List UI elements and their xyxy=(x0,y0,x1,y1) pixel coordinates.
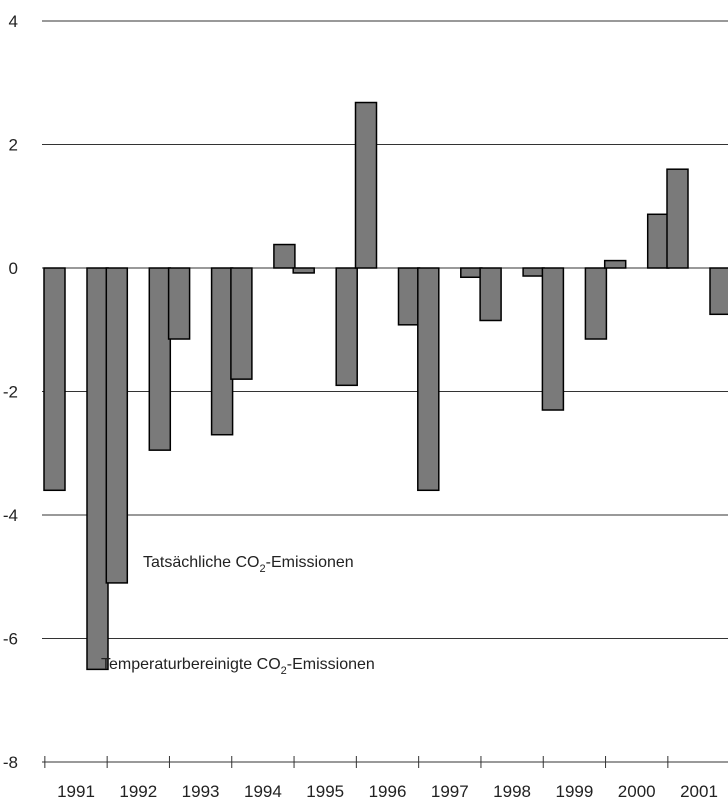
x-tick-label: 1997 xyxy=(431,782,469,801)
bar-temp-adjusted-1993 xyxy=(210,267,234,436)
bars xyxy=(43,101,728,671)
y-tick-label: -8 xyxy=(3,753,18,772)
bar-temp-adjusted-1994 xyxy=(273,243,296,269)
bar-temp-adjusted-2000 xyxy=(646,213,670,269)
y-tick-label: -4 xyxy=(3,506,18,525)
bar-temp-adjusted-1997 xyxy=(460,267,483,279)
annotations: Tatsächliche CO2-Emissionen Temperaturbe… xyxy=(101,554,375,677)
bar-actual-1998 xyxy=(479,267,502,322)
annotation-actual-emissions: Tatsächliche CO2-Emissionen xyxy=(143,554,354,575)
y-tick-label: 4 xyxy=(9,12,18,31)
bar-actual-1992 xyxy=(105,267,129,584)
x-tick-label: 1999 xyxy=(555,782,593,801)
y-tick-label: -6 xyxy=(3,630,18,649)
bar-actual-1996 xyxy=(354,101,378,269)
x-tick-label: 1998 xyxy=(493,782,531,801)
x-tick-label: 1994 xyxy=(244,782,282,801)
x-tick-label: 1993 xyxy=(182,782,220,801)
bar-actual-1997 xyxy=(417,267,440,492)
x-tick-label: 1992 xyxy=(119,782,157,801)
bar-actual-1999 xyxy=(541,267,565,411)
y-tick-labels: 4 2 0 -2 -4 -6 -8 xyxy=(3,12,18,772)
y-tick-label: 0 xyxy=(9,259,18,278)
x-tick-label: 2001 xyxy=(680,782,718,801)
y-tick-label: 2 xyxy=(9,136,18,155)
bar-temp-adjusted-2001 xyxy=(709,267,728,316)
bar-temp-adjusted-1998 xyxy=(522,267,545,277)
x-tick-labels: 1991 1992 1993 1994 1995 1996 1997 1998 1999 2000… xyxy=(57,782,718,801)
bar-temp-adjusted-1999 xyxy=(584,267,608,340)
bar-temp-adjusted-1995 xyxy=(335,267,358,387)
x-tick-label: 1996 xyxy=(369,782,407,801)
y-tick-label: -2 xyxy=(3,383,18,402)
bar-actual-1991 xyxy=(43,267,66,492)
bar-actual-1995 xyxy=(292,267,315,274)
bar-temp-adjusted-1996 xyxy=(397,267,421,326)
bar-temp-adjusted-1991 xyxy=(86,267,109,671)
annotation-temperature-adjusted-emissions: Temperaturbereinigte CO2-Emissionen xyxy=(101,656,375,677)
x-tick-label: 1991 xyxy=(57,782,95,801)
bar-temp-adjusted-1992 xyxy=(148,267,172,451)
bar-actual-2001 xyxy=(666,168,689,269)
x-tick-label: 1995 xyxy=(306,782,344,801)
x-tick-label: 2000 xyxy=(618,782,656,801)
bar-actual-1993 xyxy=(167,267,191,340)
bar-actual-2000 xyxy=(603,259,627,269)
bar-actual-1994 xyxy=(230,267,253,380)
